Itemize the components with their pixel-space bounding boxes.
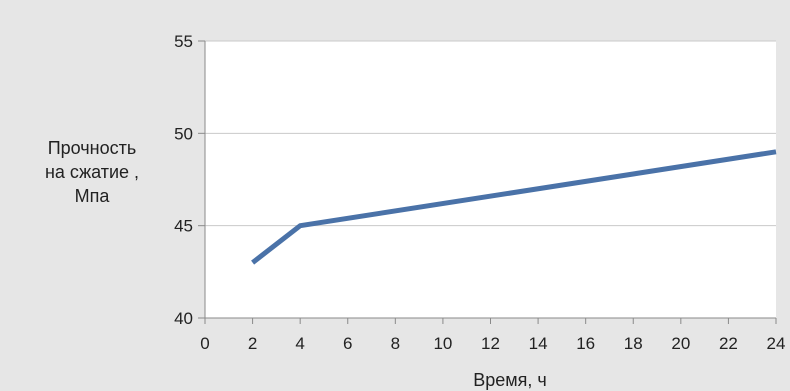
y-axis-label-line-3: Мпа (75, 186, 111, 206)
axes (198, 40, 777, 324)
series-line-0 (251, 149, 777, 265)
x-tick-label-20: 20 (671, 334, 690, 353)
y-tick-label-40: 40 (174, 309, 193, 328)
x-tick-label-0: 0 (200, 334, 209, 353)
x-tick-label-24: 24 (767, 334, 786, 353)
x-tick-label-16: 16 (576, 334, 595, 353)
x-tick-label-22: 22 (719, 334, 738, 353)
x-tick-label-2: 2 (248, 334, 257, 353)
x-axis-label: Время, ч (473, 370, 547, 390)
x-tick-label-12: 12 (481, 334, 500, 353)
y-axis-label-line-2: на сжатие , (45, 162, 139, 182)
x-tick-label-8: 8 (391, 334, 400, 353)
x-tick-label-14: 14 (529, 334, 548, 353)
x-tick-label-18: 18 (624, 334, 643, 353)
y-tick-label-45: 45 (174, 217, 193, 236)
series-group (251, 149, 777, 265)
y-tick-label-50: 50 (174, 124, 193, 143)
y-axis-label-line-1: Прочность (48, 138, 137, 158)
plot-area (205, 41, 776, 318)
x-tick-label-10: 10 (433, 334, 452, 353)
x-tick-labels: 0 2 4 6 8 10 12 14 16 18 20 22 24 (200, 334, 785, 353)
x-tick-label-6: 6 (343, 334, 352, 353)
x-tick-label-4: 4 (295, 334, 304, 353)
y-tick-label-55: 55 (174, 32, 193, 51)
y-tick-labels: 40 45 50 55 (174, 32, 193, 328)
